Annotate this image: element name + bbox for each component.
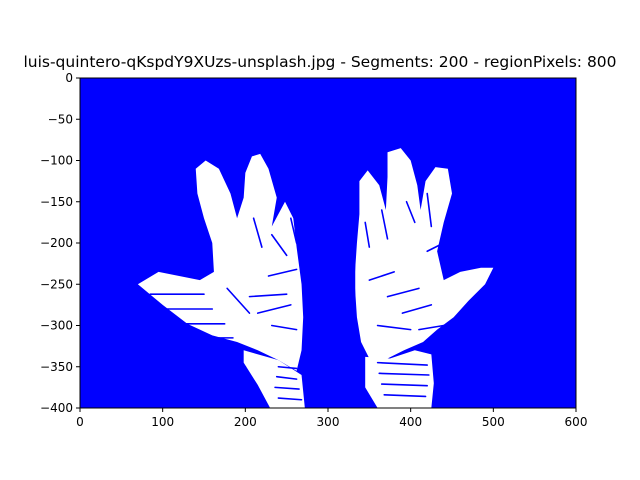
x-tick-label: 500 — [482, 415, 505, 429]
hand-contour-segment — [252, 217, 263, 248]
left-hand-region — [137, 153, 304, 371]
left-forearm-region — [243, 350, 305, 408]
y-tick-label: −50 — [48, 112, 73, 126]
hand-contour-segment — [289, 217, 298, 244]
hand-contour-segment — [405, 200, 416, 224]
hand-contour-segment — [368, 271, 395, 281]
wrist-segment — [314, 217, 319, 408]
x-tick-label: 100 — [151, 415, 174, 429]
y-tick-label: −400 — [40, 401, 73, 415]
y-tick-label: −200 — [40, 236, 73, 250]
chart-title: luis-quintero-qKspdY9XUzs-unsplash.jpg -… — [23, 53, 616, 71]
x-tick-label: 300 — [317, 415, 340, 429]
wrist-segment — [378, 372, 430, 376]
hand-contour-segment — [386, 287, 420, 298]
y-tick-label: 0 — [65, 71, 73, 85]
hand-contour-segment — [426, 192, 433, 228]
hand-contour-segment — [418, 324, 445, 331]
x-tick-label: 400 — [399, 415, 422, 429]
y-tick-label: −150 — [40, 195, 73, 209]
hand-contour-segment — [426, 242, 445, 253]
hand-contour-segment — [226, 287, 251, 314]
hand-contour-segment — [256, 304, 292, 314]
plot-area — [80, 78, 576, 408]
right-hand-region — [354, 148, 494, 359]
hand-contour-segment — [364, 221, 371, 248]
y-tick-label: −250 — [40, 277, 73, 291]
wrist-segment — [274, 386, 300, 390]
wrist-segment — [346, 200, 350, 408]
wrist-segment — [277, 397, 303, 401]
x-tick-label: 200 — [234, 415, 257, 429]
background-region — [80, 78, 576, 408]
wrist-segment — [383, 393, 427, 398]
wrist-segment — [306, 209, 311, 408]
segments-layer — [149, 85, 573, 408]
x-tick-label: 0 — [76, 415, 84, 429]
hand-contour-segment — [270, 324, 298, 331]
hand-contour-segment — [267, 268, 298, 277]
x-tick-label: 600 — [565, 415, 588, 429]
right-forearm-region — [365, 350, 434, 408]
wrist-segment — [323, 221, 326, 408]
y-tick-label: −350 — [40, 360, 73, 374]
wrist-segment — [380, 383, 429, 387]
hand-contour-segment — [248, 293, 288, 298]
wrist-segment — [338, 213, 342, 408]
hand-contour-segment — [380, 209, 389, 240]
x-axis: 0 100 200 300 400 500 600 — [76, 408, 587, 429]
wrist-segment — [376, 361, 429, 366]
y-axis: 0 −50 −100 −150 −200 −250 −300 −350 −400 — [40, 71, 80, 415]
wrist-segment — [277, 365, 298, 370]
y-tick-label: −300 — [40, 319, 73, 333]
hand-contour-segment — [376, 324, 412, 331]
hand-contour-segment — [270, 233, 288, 257]
wrist-segment — [275, 375, 298, 380]
hand-contour-segment — [401, 304, 433, 314]
y-tick-label: −100 — [40, 154, 73, 168]
